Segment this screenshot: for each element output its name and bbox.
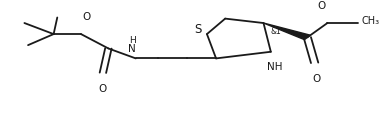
Text: O: O: [99, 84, 107, 94]
Text: H: H: [129, 36, 136, 45]
Text: &1: &1: [271, 27, 282, 36]
Text: N: N: [128, 44, 136, 54]
Text: O: O: [82, 12, 91, 22]
Text: NH: NH: [267, 62, 282, 72]
Polygon shape: [264, 23, 310, 40]
Text: O: O: [318, 1, 326, 11]
Text: CH₃: CH₃: [361, 16, 379, 26]
Text: O: O: [312, 74, 320, 84]
Text: S: S: [194, 23, 202, 36]
